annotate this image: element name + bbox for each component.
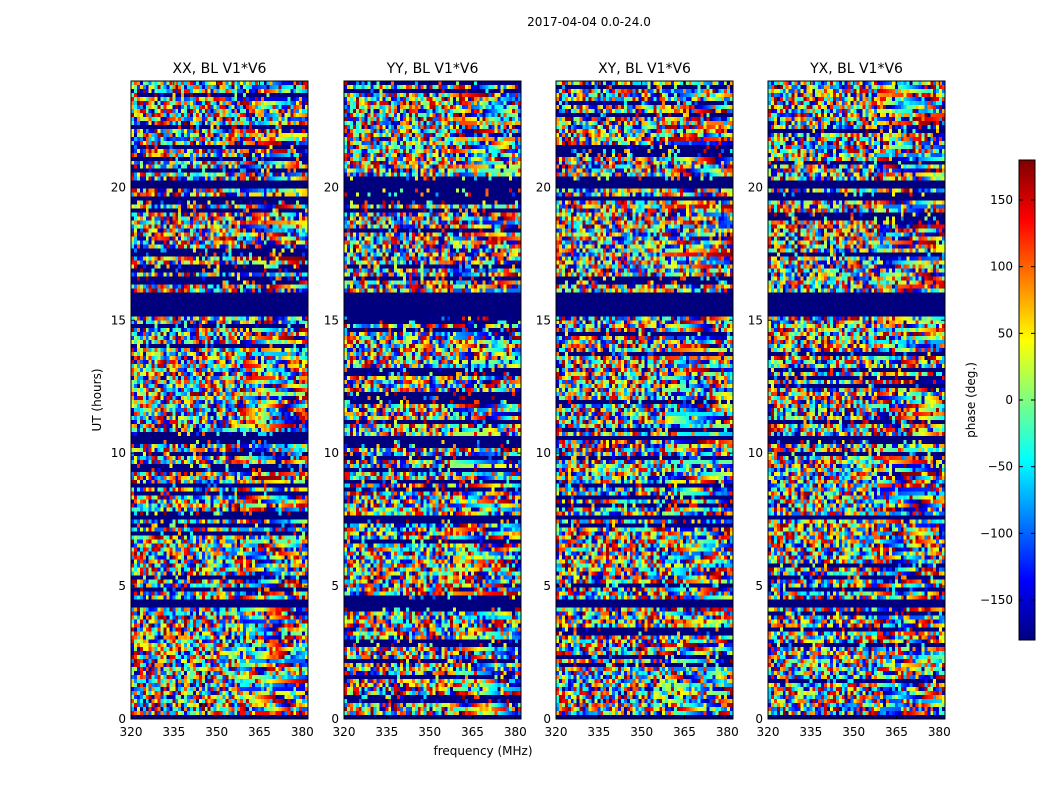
y-axis-label: UT (hours) xyxy=(90,368,104,431)
y-tick-label: 15 xyxy=(748,313,763,327)
colorbar: 150 100 50 0 −50 −100 −150 phase (deg.) xyxy=(964,159,1036,641)
x-tick-label: 350 xyxy=(205,725,228,739)
y-tick-label: 15 xyxy=(111,313,126,327)
panel-frame xyxy=(130,80,309,720)
x-tick-label: 365 xyxy=(248,725,271,739)
colorbar-tick-label: −50 xyxy=(988,460,1013,474)
panel-xx: XX, BL V1*V6 320 335 350 365 380 0 5 10 15 20 xyxy=(111,61,314,739)
y-tick-label: 20 xyxy=(324,180,339,194)
panel-title: YY, BL V1*V6 xyxy=(386,61,479,77)
y-tick-label: 5 xyxy=(543,579,551,593)
x-tick-label: 335 xyxy=(375,725,398,739)
y-tick-label: 20 xyxy=(536,180,551,194)
y-tick-label: 10 xyxy=(748,446,763,460)
phase-heatmap xyxy=(344,81,521,719)
y-tick-label: 0 xyxy=(543,712,551,726)
colorbar-tick-label: 150 xyxy=(990,193,1013,207)
colorbar-tick-label: 50 xyxy=(998,326,1013,340)
panel-title: XY, BL V1*V6 xyxy=(598,61,691,77)
phase-heatmap xyxy=(768,81,945,719)
x-tick-label: 380 xyxy=(291,725,314,739)
phase-heatmap xyxy=(131,81,308,719)
x-tick-label: 380 xyxy=(504,725,527,739)
y-tick-label: 0 xyxy=(118,712,126,726)
x-tick-label: 335 xyxy=(162,725,185,739)
panel-title: YX, BL V1*V6 xyxy=(809,61,903,77)
y-tick-label: 5 xyxy=(755,579,763,593)
panel-title: XX, BL V1*V6 xyxy=(173,61,267,77)
x-tick-label: 380 xyxy=(716,725,739,739)
y-tick-label: 20 xyxy=(111,180,126,194)
y-tick-label: 5 xyxy=(331,579,339,593)
y-tick-label: 20 xyxy=(748,180,763,194)
colorbar-tick-label: −100 xyxy=(980,526,1013,540)
x-axis-label: frequency (MHz) xyxy=(433,744,532,758)
panel-xy: XY, BL V1*V6 320 335 350 365 380 0 5 10 15 20 xyxy=(536,61,739,739)
x-tick-label: 335 xyxy=(587,725,610,739)
y-tick-label: 0 xyxy=(755,712,763,726)
y-tick-label: 5 xyxy=(118,579,126,593)
colorbar-tick-label: 0 xyxy=(1005,393,1013,407)
x-tick-label: 320 xyxy=(757,725,780,739)
x-tick-label: 320 xyxy=(545,725,568,739)
x-tick-label: 350 xyxy=(630,725,653,739)
y-tick-label: 10 xyxy=(111,446,126,460)
panel-frame xyxy=(343,80,522,720)
x-tick-label: 320 xyxy=(333,725,356,739)
x-tick-label: 365 xyxy=(673,725,696,739)
x-tick-label: 365 xyxy=(885,725,908,739)
phase-heatmap xyxy=(556,81,733,719)
y-tick-label: 15 xyxy=(536,313,551,327)
colorbar-tick-label: −150 xyxy=(980,593,1013,607)
panel-yx: YX, BL V1*V6 320 335 350 365 380 0 5 10 15 20 xyxy=(748,61,951,739)
x-tick-label: 350 xyxy=(842,725,865,739)
y-tick-label: 15 xyxy=(324,313,339,327)
chart-suptitle: 2017-04-04 0.0-24.0 xyxy=(527,15,651,29)
y-tick-label: 0 xyxy=(331,712,339,726)
colorbar-tick-label: 100 xyxy=(990,260,1013,274)
y-tick-label: 10 xyxy=(536,446,551,460)
panel-yy: YY, BL V1*V6 320 335 350 365 380 0 5 10 15 20 xyxy=(324,61,527,739)
x-tick-label: 365 xyxy=(461,725,484,739)
x-tick-label: 350 xyxy=(418,725,441,739)
panel-frame xyxy=(555,80,734,720)
x-tick-label: 320 xyxy=(120,725,143,739)
panel-frame xyxy=(767,80,946,720)
colorbar-label: phase (deg.) xyxy=(964,362,978,438)
x-tick-label: 335 xyxy=(799,725,822,739)
x-tick-label: 380 xyxy=(928,725,951,739)
y-tick-label: 10 xyxy=(324,446,339,460)
